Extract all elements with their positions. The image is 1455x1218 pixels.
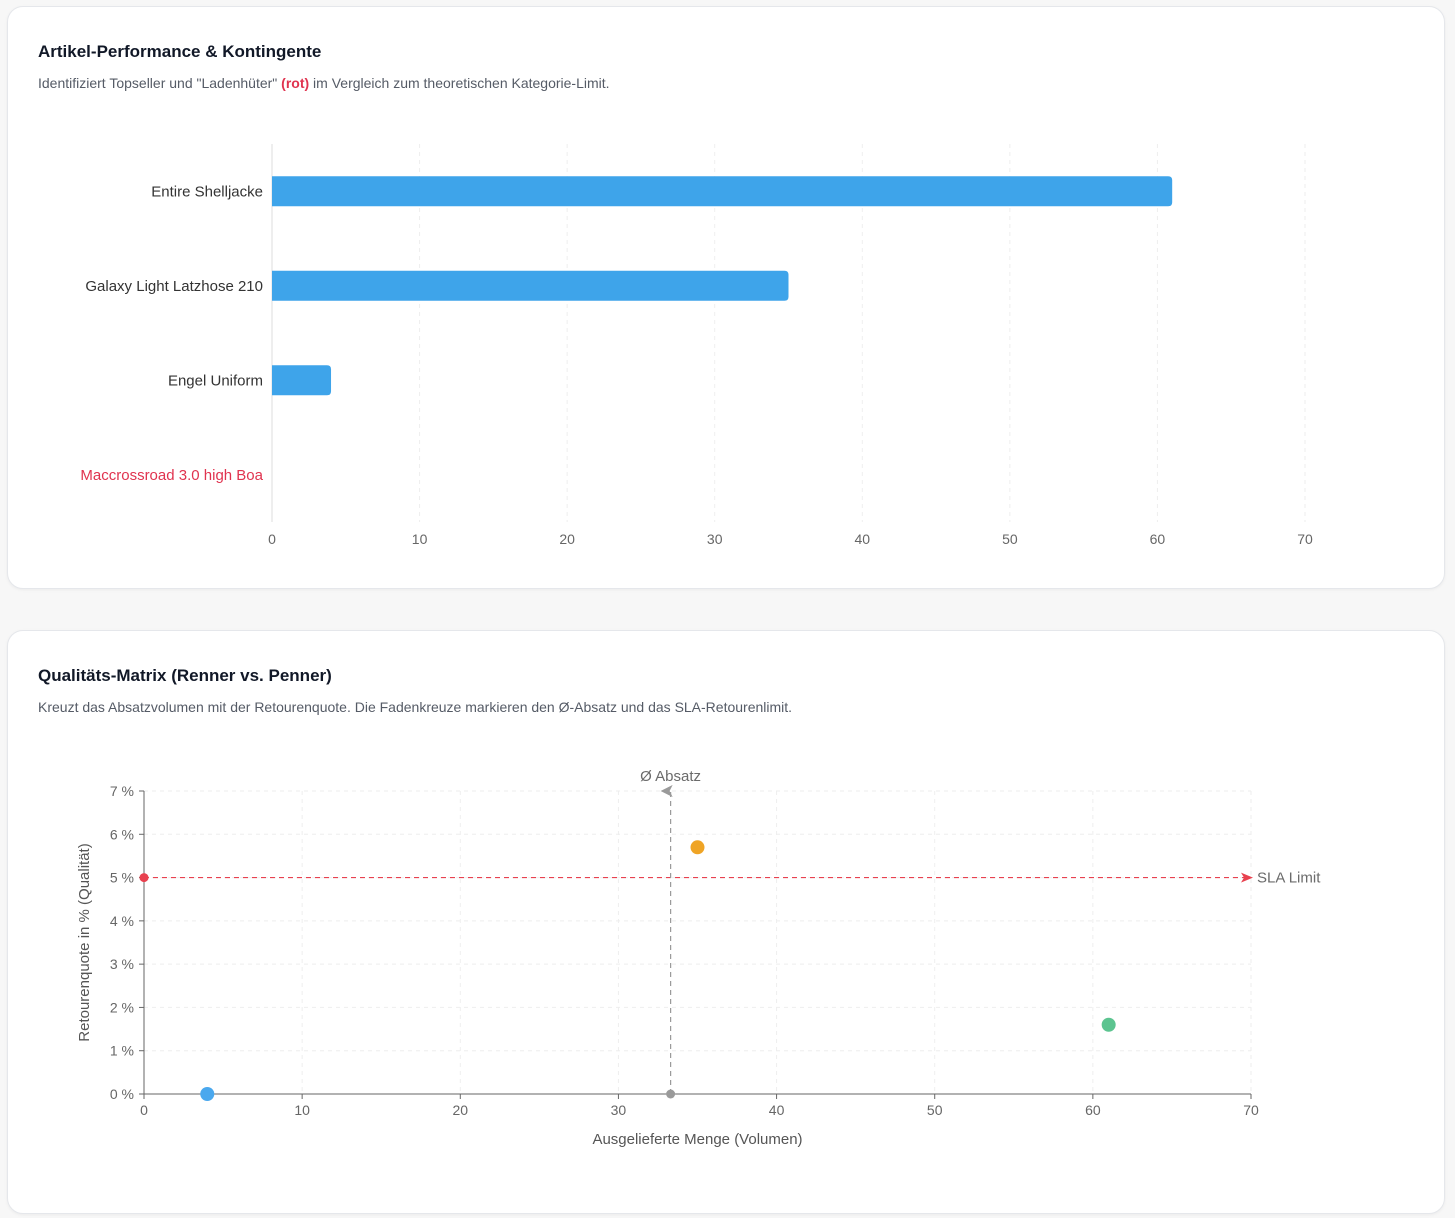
average-sales-label: Ø Absatz (640, 768, 701, 785)
scatter-y-tick-label: 7 % (110, 783, 134, 799)
sla-limit-anchor (139, 873, 149, 883)
subtitle-text-after: im Vergleich zum theoretischen Kategorie… (309, 75, 610, 91)
scatter-point (1101, 1017, 1116, 1032)
scatter-x-axis-title: Ausgelieferte Menge (Volumen) (592, 1131, 802, 1148)
scatter-y-tick-label: 2 % (110, 999, 134, 1015)
subtitle-text-before: Identifiziert Topseller und "Ladenhüter" (38, 75, 282, 91)
performance-subtitle: Identifiziert Topseller und "Ladenhüter"… (38, 75, 610, 91)
bar-x-tick-label: 0 (268, 531, 276, 547)
scatter-chart: 0 10 20 30 40 50 60 70 0 % 1 % 2 % 3 % 4 % 5 % 6 % 7 % A… (76, 768, 1321, 1148)
quality-matrix-card: Qualitäts-Matrix (Renner vs. Penner) Kre… (7, 630, 1445, 1214)
scatter-x-tick-label: 40 (769, 1102, 785, 1118)
bar (272, 365, 332, 396)
bar-category-label: Galaxy Light Latzhose 210 (85, 278, 263, 295)
bar-x-tick-label: 30 (707, 531, 723, 547)
bar-x-tick-label: 50 (1002, 531, 1018, 547)
bar-x-tick-label: 40 (854, 531, 870, 547)
bar-category-label: Engel Uniform (168, 372, 263, 389)
bar-category-label: Maccrossroad 3.0 high Boa (80, 467, 263, 484)
scatter-y-tick-label: 4 % (110, 913, 134, 929)
scatter-x-tick-label: 70 (1243, 1102, 1259, 1118)
sla-limit-label: SLA Limit (1257, 870, 1321, 887)
subtitle-highlight: (rot) (281, 75, 310, 91)
average-sales-anchor (666, 1089, 676, 1099)
performance-card: Artikel-Performance & Kontingente Identi… (7, 6, 1445, 589)
scatter-x-tick-label: 10 (294, 1102, 310, 1118)
scatter-y-axis-title: Retourenquote in % (Qualität) (76, 843, 93, 1041)
bar-category-label: Entire Shelljacke (151, 183, 263, 200)
bar-x-tick-label: 70 (1297, 531, 1313, 547)
bar-x-tick-label: 20 (559, 531, 575, 547)
performance-title: Artikel-Performance & Kontingente (38, 42, 322, 61)
bar (272, 176, 1173, 207)
scatter-point (690, 840, 705, 855)
scatter-y-tick-label: 3 % (110, 956, 134, 972)
bar-x-tick-label: 60 (1150, 531, 1166, 547)
bar-chart: 0 10 20 30 40 50 60 70 Entire Shelljacke Galaxy L… (80, 144, 1313, 547)
quality-matrix-subtitle: Kreuzt das Absatzvolumen mit der Retoure… (38, 699, 793, 715)
scatter-x-tick-label: 20 (452, 1102, 468, 1118)
scatter-x-tick-label: 0 (140, 1102, 148, 1118)
scatter-point (200, 1087, 215, 1101)
scatter-x-tick-label: 30 (611, 1102, 627, 1118)
scatter-y-tick-label: 5 % (110, 870, 134, 886)
bar-x-tick-label: 10 (412, 531, 428, 547)
bar (272, 270, 789, 301)
scatter-x-tick-label: 50 (927, 1102, 943, 1118)
scatter-x-tick-label: 60 (1085, 1102, 1101, 1118)
scatter-y-tick-label: 6 % (110, 826, 134, 842)
scatter-y-tick-label: 0 % (110, 1086, 134, 1102)
quality-matrix-title: Qualitäts-Matrix (Renner vs. Penner) (38, 666, 332, 685)
scatter-y-tick-label: 1 % (110, 1043, 134, 1059)
